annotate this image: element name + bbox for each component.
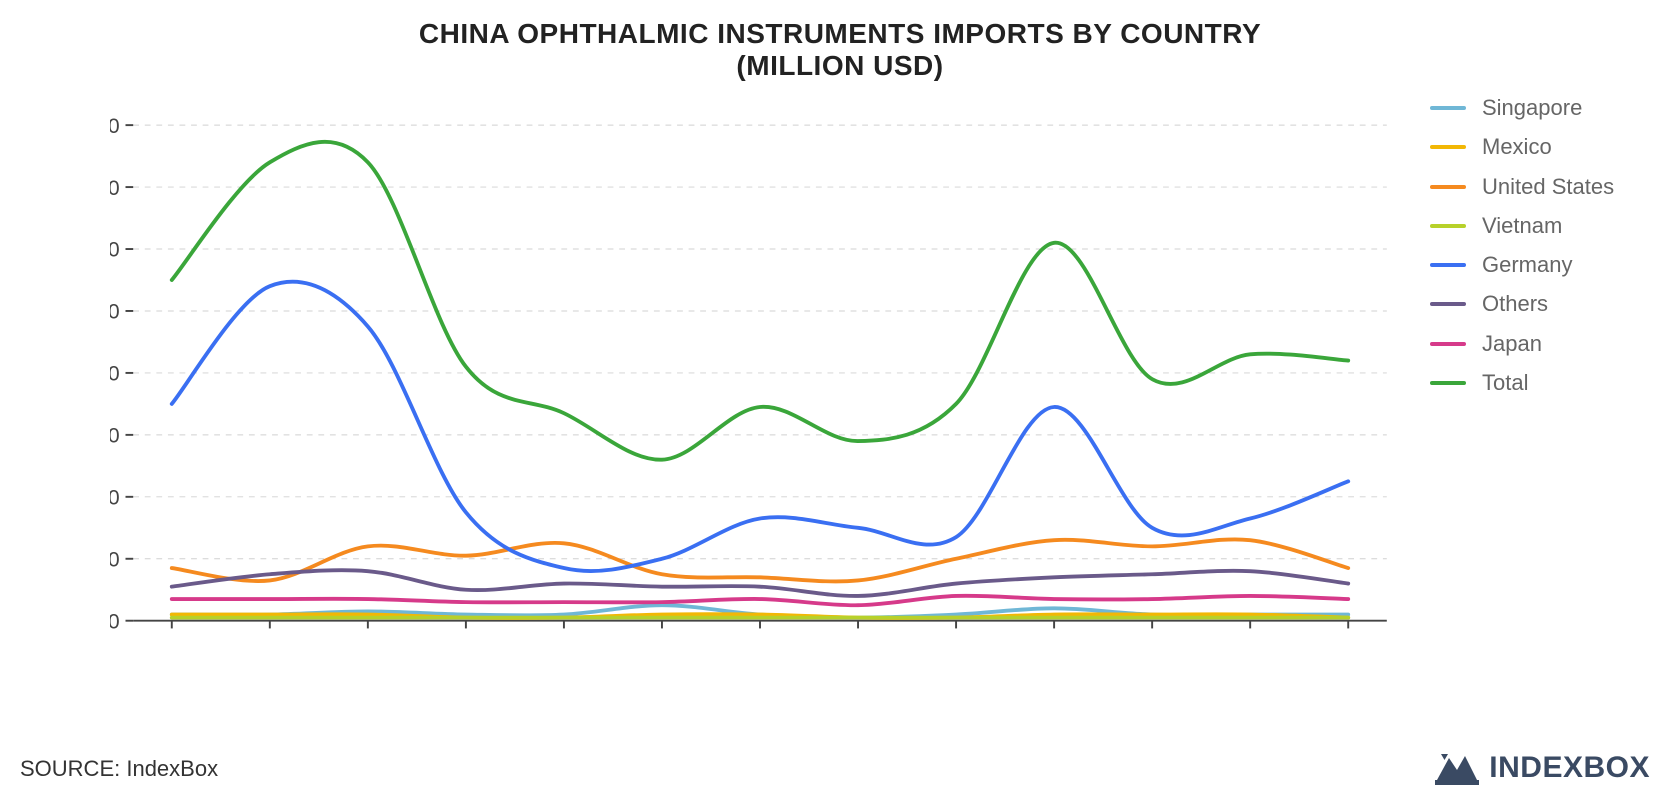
x-tick-label: Nov 2022 xyxy=(565,637,659,640)
x-tick-label: Apr 2023 xyxy=(1060,637,1149,640)
chart-container: CHINA OPHTHALMIC INSTRUMENTS IMPORTS BY … xyxy=(0,0,1680,800)
legend-item: Mexico xyxy=(1430,134,1650,159)
x-tick-label: Aug 2022 xyxy=(271,637,365,640)
x-tick-label: Jan 2023 xyxy=(764,637,854,640)
x-tick-label: Jun 2022 xyxy=(110,637,168,640)
chart-title: CHINA OPHTHALMIC INSTRUMENTS IMPORTS BY … xyxy=(0,18,1680,82)
logo-mark-icon xyxy=(1435,750,1479,786)
y-tick-label: 120 xyxy=(110,239,120,262)
legend-swatch xyxy=(1430,342,1466,346)
legend-label: Total xyxy=(1482,370,1528,395)
legend-label: United States xyxy=(1482,174,1614,199)
logo-text: INDEXBOX xyxy=(1489,751,1650,785)
y-tick-label: 20 xyxy=(110,548,120,571)
source-label: SOURCE: IndexBox xyxy=(20,756,218,782)
legend-item: Others xyxy=(1430,291,1650,316)
title-line-2: (MILLION USD) xyxy=(736,50,943,81)
series-group xyxy=(172,142,1348,618)
x-tick-label: May 2023 xyxy=(1151,637,1247,640)
legend-swatch xyxy=(1430,224,1466,228)
y-tick-label: 160 xyxy=(110,115,120,138)
legend-swatch xyxy=(1430,381,1466,385)
legend-item: Total xyxy=(1430,370,1650,395)
x-tick-label: Mar 2023 xyxy=(958,637,1050,640)
y-tick-label: 100 xyxy=(110,301,120,324)
legend-swatch xyxy=(1430,106,1466,110)
x-tick-label: Sep 2022 xyxy=(369,637,463,640)
y-tick-label: 40 xyxy=(110,487,120,510)
y-tick-label: 140 xyxy=(110,177,120,200)
series-line xyxy=(172,570,1348,596)
title-line-1: CHINA OPHTHALMIC INSTRUMENTS IMPORTS BY … xyxy=(419,18,1261,49)
legend-label: Others xyxy=(1482,291,1548,316)
y-tick-label: 60 xyxy=(110,425,120,448)
y-tick-label: 80 xyxy=(110,363,120,386)
legend-item: Germany xyxy=(1430,252,1650,277)
legend-label: Singapore xyxy=(1482,95,1582,120)
logo: INDEXBOX xyxy=(1435,750,1650,786)
legend: Singapore Mexico United States Vietnam Germa… xyxy=(1430,95,1650,409)
x-tick-label: Feb 2023 xyxy=(860,637,952,640)
legend-swatch xyxy=(1430,185,1466,189)
x-tick-label: Oct 2022 xyxy=(472,637,561,640)
plot-area: 0 20 40 60 80 100 120 140 160 Jun 2022 Jul 2022 Au… xyxy=(110,100,1410,640)
legend-label: Vietnam xyxy=(1482,213,1562,238)
series-line xyxy=(172,142,1348,460)
x-tick-label: Jul 2022 xyxy=(183,637,266,640)
series-line xyxy=(172,282,1348,571)
y-axis: 0 20 40 60 80 100 120 140 160 xyxy=(110,115,133,634)
legend-label: Japan xyxy=(1482,331,1542,356)
legend-item: Vietnam xyxy=(1430,213,1650,238)
gridlines xyxy=(133,125,1387,621)
legend-item: Japan xyxy=(1430,331,1650,356)
legend-label: Germany xyxy=(1482,252,1572,277)
y-tick-label: 0 xyxy=(110,610,120,633)
x-tick-label: Dec 2022 xyxy=(663,637,757,640)
legend-item: Singapore xyxy=(1430,95,1650,120)
legend-item: United States xyxy=(1430,174,1650,199)
series-line xyxy=(172,596,1348,606)
x-tick-label: Jun 2023 xyxy=(1255,637,1345,640)
legend-swatch xyxy=(1430,145,1466,149)
x-axis: Jun 2022 Jul 2022 Aug 2022 Sep 2022 Oct 2022… xyxy=(110,621,1348,640)
legend-swatch xyxy=(1430,263,1466,267)
legend-swatch xyxy=(1430,302,1466,306)
legend-label: Mexico xyxy=(1482,134,1552,159)
